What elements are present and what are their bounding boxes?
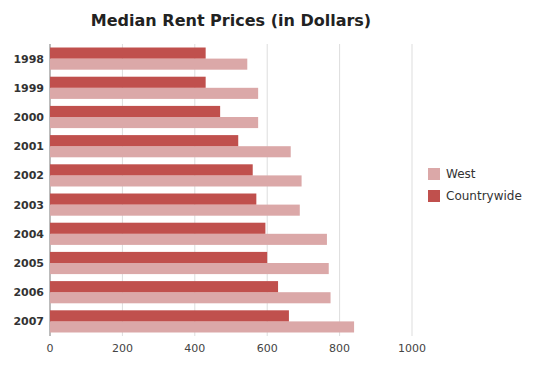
- bar: [50, 252, 267, 263]
- category-label: 2004: [13, 228, 44, 241]
- category-label: 2000: [13, 111, 44, 124]
- category-label: 2002: [13, 169, 44, 182]
- title: Median Rent Prices (in Dollars): [91, 11, 371, 30]
- bar: [50, 223, 265, 234]
- legend-label: West: [446, 167, 476, 181]
- x-tick-label: 0: [47, 342, 54, 355]
- x-tick-label: 400: [184, 342, 205, 355]
- bar: [50, 321, 354, 332]
- bar: [50, 205, 300, 216]
- bar: [50, 292, 331, 303]
- bars: [50, 48, 354, 333]
- chart-container: Median Rent Prices (in Dollars) 0 200 400 60…: [0, 0, 546, 370]
- bar: [50, 77, 206, 88]
- x-tick-label: 200: [112, 342, 133, 355]
- bar: [50, 263, 329, 274]
- category-label: 1999: [13, 82, 44, 95]
- category-label: 2003: [13, 199, 44, 212]
- bar: [50, 310, 289, 321]
- bar: [50, 234, 327, 245]
- legend-label: Countrywide: [446, 189, 522, 203]
- grid-line: [412, 44, 413, 336]
- grid: [50, 44, 412, 336]
- bar: [50, 117, 258, 128]
- bar: [50, 48, 206, 59]
- bar: [50, 106, 220, 117]
- bar: [50, 88, 258, 99]
- category-label: 2006: [13, 286, 44, 299]
- grid-line: [339, 44, 340, 336]
- bar: [50, 194, 256, 205]
- bar: [50, 164, 253, 175]
- chart-svg: Median Rent Prices (in Dollars) 0 200 400 60…: [0, 0, 546, 370]
- x-tick-label: 1000: [398, 342, 426, 355]
- legend-swatch: [428, 168, 440, 180]
- bar: [50, 175, 302, 186]
- bar: [50, 281, 278, 292]
- legend: West Countrywide: [428, 167, 522, 203]
- x-tick-label: 800: [329, 342, 350, 355]
- legend-swatch: [428, 190, 440, 202]
- category-label: 2005: [13, 257, 44, 270]
- x-tick-label: 600: [257, 342, 278, 355]
- bar: [50, 146, 291, 157]
- bar: [50, 59, 247, 70]
- category-label: 1998: [13, 53, 44, 66]
- bar: [50, 135, 238, 146]
- category-label: 2001: [13, 140, 44, 153]
- category-label: 2007: [13, 315, 44, 328]
